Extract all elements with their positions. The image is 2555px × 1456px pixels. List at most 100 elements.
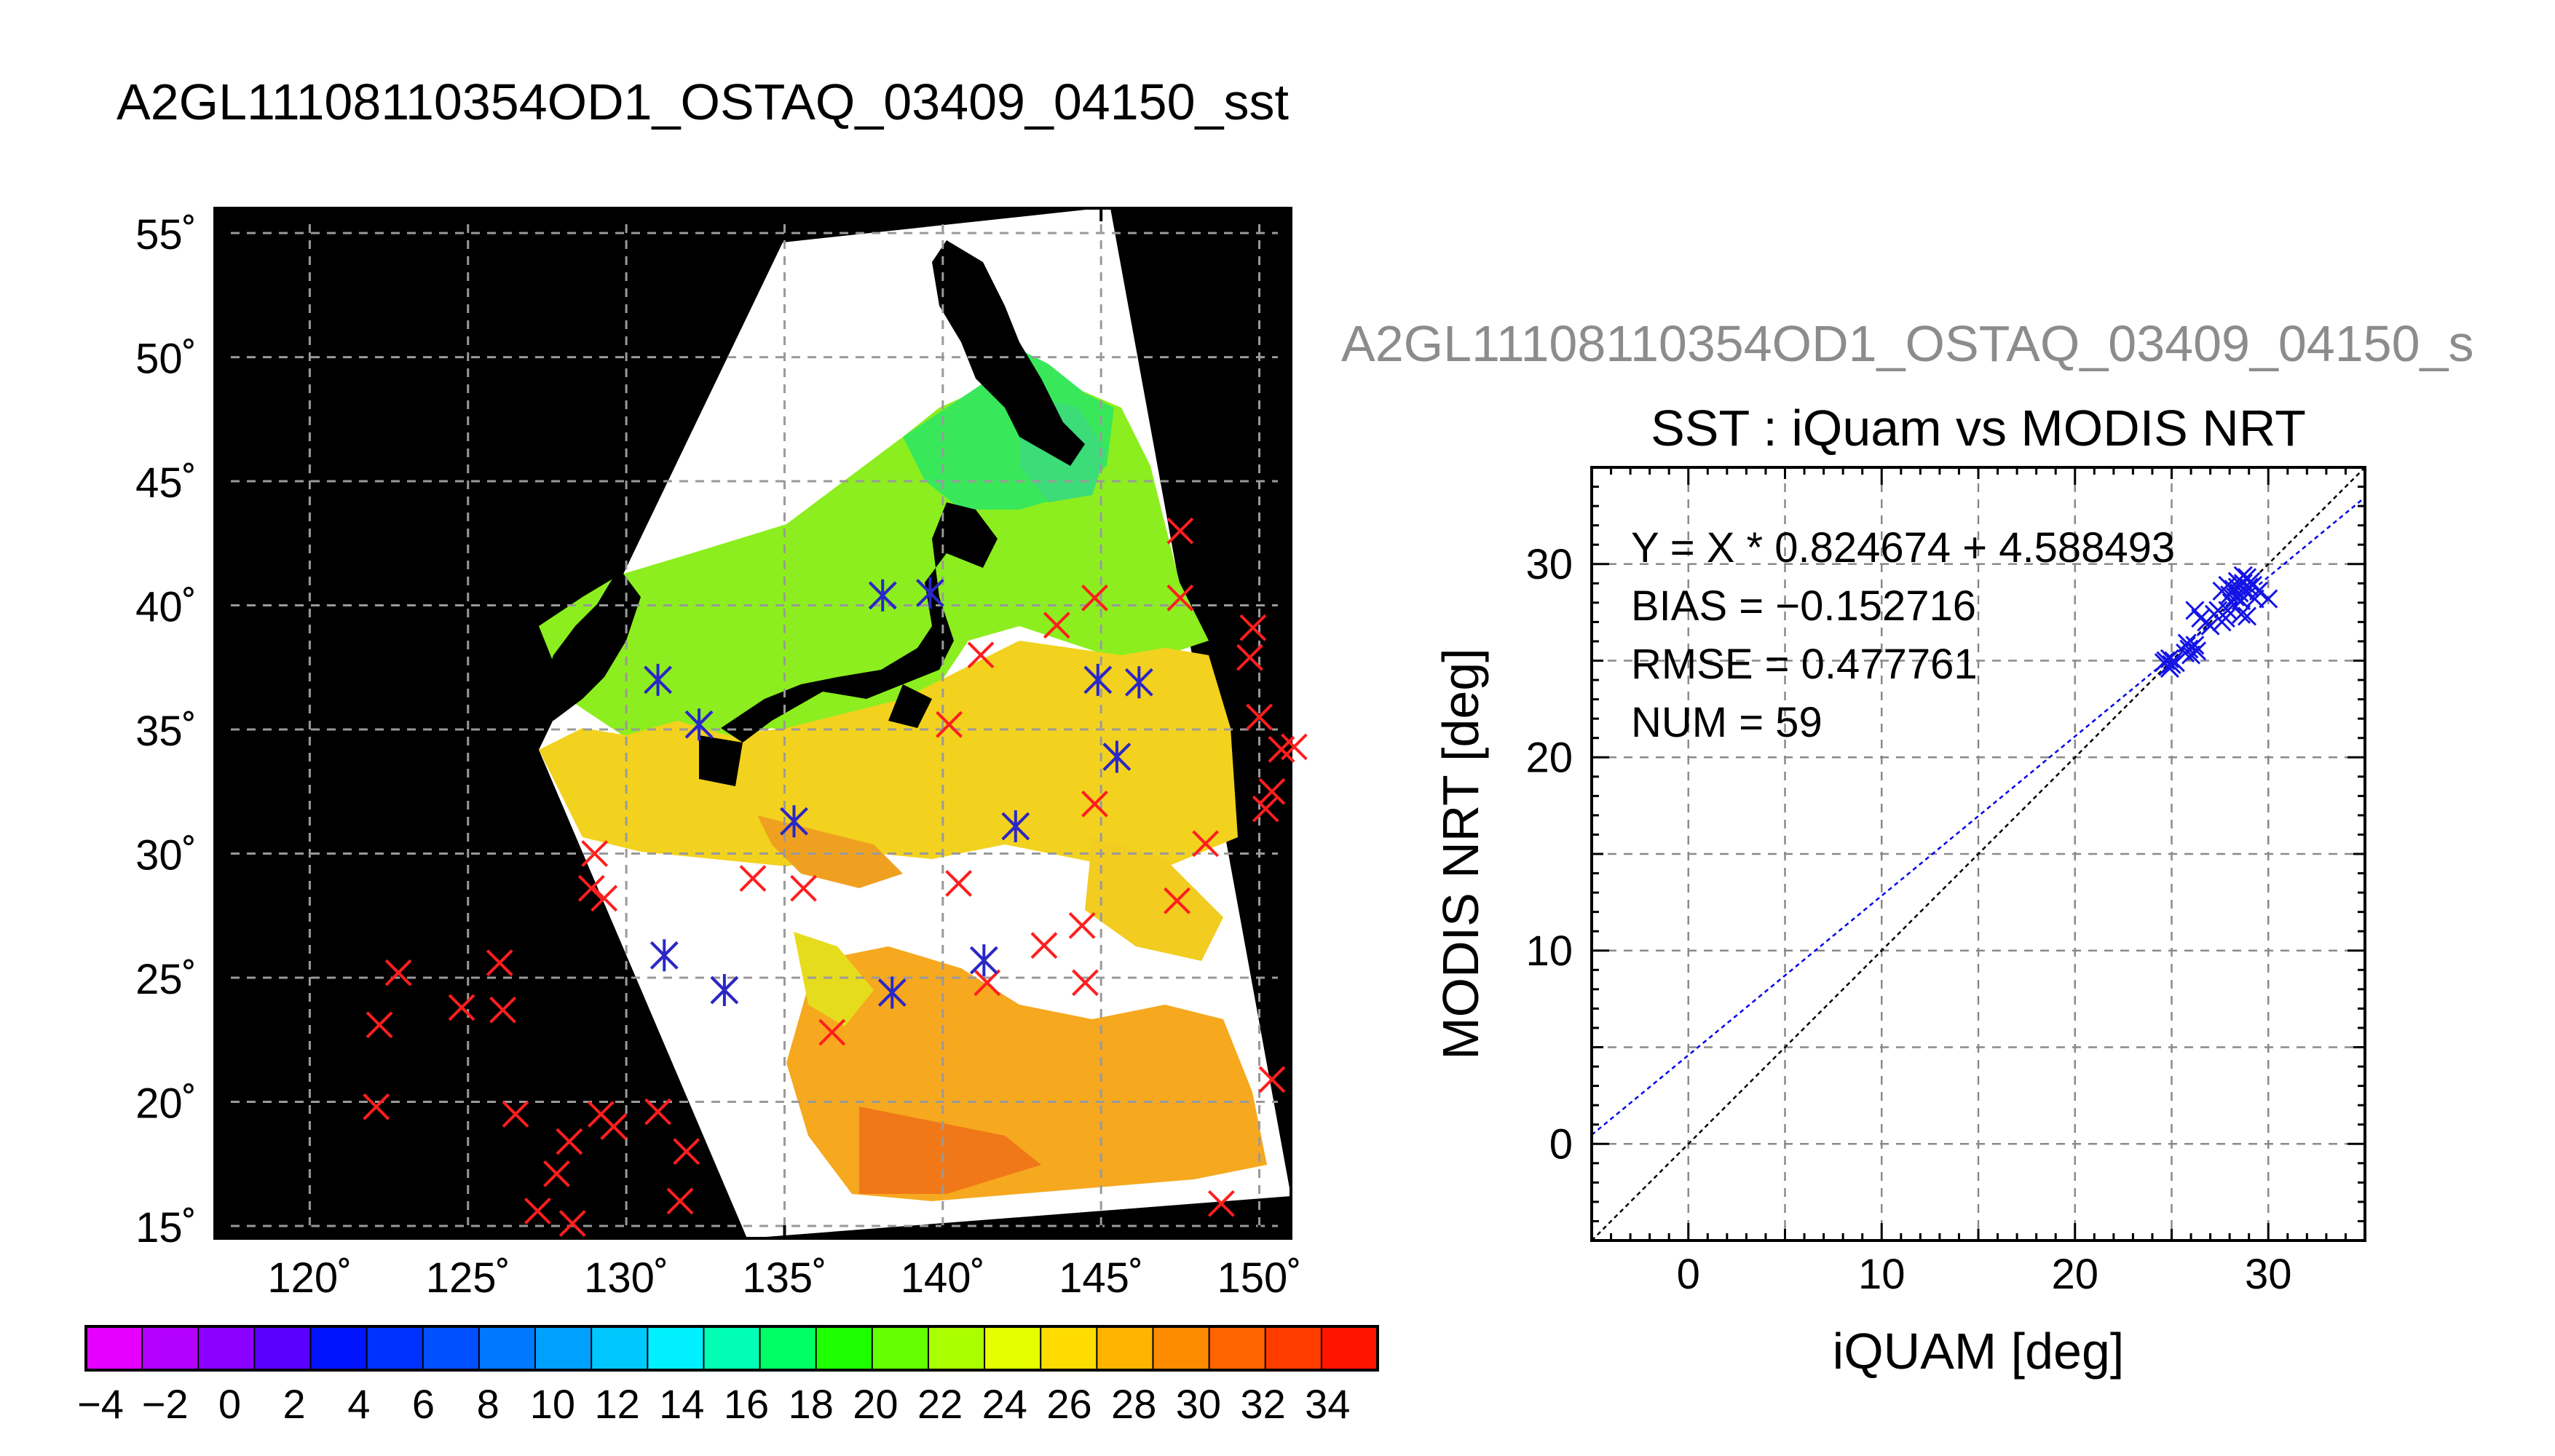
scatter-point: [2165, 653, 2185, 673]
matchup-x-red: [502, 1101, 529, 1128]
marker-stroke: [558, 1210, 586, 1237]
scatter-point: [2162, 654, 2181, 674]
marker-stroke: [2160, 649, 2179, 668]
marker-stroke: [2191, 609, 2211, 628]
scatter-point: [2160, 649, 2179, 668]
marker-stroke: [489, 996, 516, 1024]
scatter-xlabel: iQUAM [deg]: [1833, 1323, 2125, 1380]
colorbar-tick-label: 18: [789, 1381, 834, 1427]
matchup-x-red: [556, 1128, 583, 1155]
marker-stroke: [2212, 581, 2232, 601]
marker-stroke: [2245, 589, 2264, 609]
matchup-x-red: [1258, 778, 1286, 805]
lon-tick-label: 145˚: [1059, 1254, 1143, 1302]
scatter-point: [2208, 601, 2228, 620]
lat-tick-label: 20˚: [135, 1080, 197, 1127]
marker-stroke: [2239, 577, 2259, 597]
scatter-annotation: Y = X * 0.824674 + 4.588493: [1631, 524, 2175, 571]
scatter-xtick-label: 10: [1858, 1251, 1906, 1298]
marker-stroke: [2200, 616, 2220, 636]
lon-tick-label: 130˚: [584, 1254, 668, 1302]
scatter-point: [2187, 641, 2207, 661]
marker-stroke: [967, 641, 995, 669]
marker-stroke: [1081, 584, 1108, 612]
marker-stroke: [2156, 651, 2176, 670]
marker-stroke: [2177, 633, 2197, 653]
marker-stroke: [2232, 604, 2251, 624]
matchup-asterisk-blue: [1083, 663, 1113, 696]
sst-map: 55˚ 50˚ 45˚ 40˚ 35˚ 30˚ 25˚ 20˚ 15˚ 120˚ 125˚ 130˚…: [77, 207, 1379, 1427]
scatter-ticks: 0 10 20 30 0 10 20 30: [1525, 466, 2366, 1298]
marker-stroke: [2164, 651, 2184, 670]
marker-stroke: [673, 1138, 700, 1166]
scatter-header-title: A2GL11108110354OD1_OSTAQ_03409_04150_s: [1341, 315, 2474, 372]
colorbar-segment: [1265, 1326, 1322, 1370]
marker-stroke: [2187, 641, 2207, 661]
scatter-point: [2233, 574, 2253, 593]
colorbar-tick-label: 6: [412, 1381, 435, 1427]
marker-stroke: [2176, 643, 2195, 662]
matchup-asterisk-blue: [1102, 740, 1132, 773]
marker-stroke: [2226, 587, 2246, 606]
marker-stroke: [974, 969, 1001, 997]
scatter-point: [2226, 587, 2246, 606]
matchup-x-red: [543, 1160, 570, 1187]
scatter-point: [2222, 593, 2241, 612]
one-to-one-line: [1591, 467, 2366, 1241]
marker-stroke: [2191, 609, 2211, 628]
lat-tick-label: 55˚: [135, 211, 197, 258]
matchup-x-red: [644, 1098, 672, 1125]
marker-stroke: [2241, 571, 2261, 591]
colorbar-tick-label: 32: [1240, 1381, 1285, 1427]
marker-stroke: [1258, 778, 1286, 805]
scatter-point: [2197, 612, 2216, 632]
colorbar-frame: [84, 1325, 1379, 1372]
marker-stroke: [366, 1011, 393, 1039]
scatter-ytick-label: 0: [1549, 1120, 1573, 1168]
marker-stroke: [2185, 636, 2205, 655]
marker-stroke: [1166, 584, 1194, 612]
matchup-asterisk-blue: [916, 577, 944, 609]
colorbar-tick-label: 10: [530, 1381, 575, 1427]
colorbar-segment: [703, 1326, 761, 1370]
scatter-xtick-label: 20: [2051, 1251, 2098, 1298]
scatter-frame: [1590, 466, 2366, 1242]
marker-stroke: [2243, 575, 2263, 596]
marker-stroke: [2237, 606, 2257, 626]
colorbar-segment: [647, 1326, 704, 1370]
marker-stroke: [2197, 612, 2216, 632]
marker-stroke: [2227, 577, 2247, 597]
marker-stroke: [2259, 589, 2278, 609]
matchup-asterisk-blue: [868, 579, 897, 612]
colorbar-segment: [1209, 1326, 1266, 1370]
marker-stroke: [2226, 587, 2246, 606]
marker-stroke: [2241, 571, 2261, 591]
marker-stroke: [1258, 1066, 1286, 1093]
marker-stroke: [2212, 612, 2232, 632]
colorbar-tick-label: 30: [1176, 1381, 1221, 1427]
marker-stroke: [2154, 653, 2173, 673]
marker-stroke: [936, 711, 963, 738]
matchup-x-red: [577, 874, 605, 902]
matchup-x-red: [363, 1093, 390, 1120]
colorbar-tick-labels: −4 −2 0 2 4 6 8 10 12 14 16 18 20 22 24 26 28 30 32 34: [77, 1381, 1350, 1427]
scatter-point: [2156, 651, 2176, 670]
colorbar-segment: [591, 1326, 648, 1370]
colorbar-segment: [310, 1326, 368, 1370]
matchup-asterisk-blue: [644, 663, 673, 696]
scatter-xtick-label: 30: [2245, 1251, 2292, 1298]
scatter-point: [2158, 657, 2178, 676]
marker-stroke: [2235, 581, 2255, 601]
marker-stroke: [2177, 633, 2197, 653]
colorbar-segment: [1097, 1326, 1153, 1370]
scatter-point: [2233, 566, 2253, 585]
matchup-asterisk-blue: [1001, 810, 1030, 842]
matchup-x-red: [524, 1198, 551, 1224]
matchup-x-red: [1030, 932, 1058, 960]
matchup-x-red: [1252, 795, 1279, 823]
marker-stroke: [1081, 790, 1108, 818]
colorbar-segment: [422, 1326, 480, 1370]
colorbar-tick-label: 24: [982, 1381, 1027, 1427]
colorbar-segment: [366, 1326, 424, 1370]
lat-tick-label: 40˚: [135, 584, 197, 631]
